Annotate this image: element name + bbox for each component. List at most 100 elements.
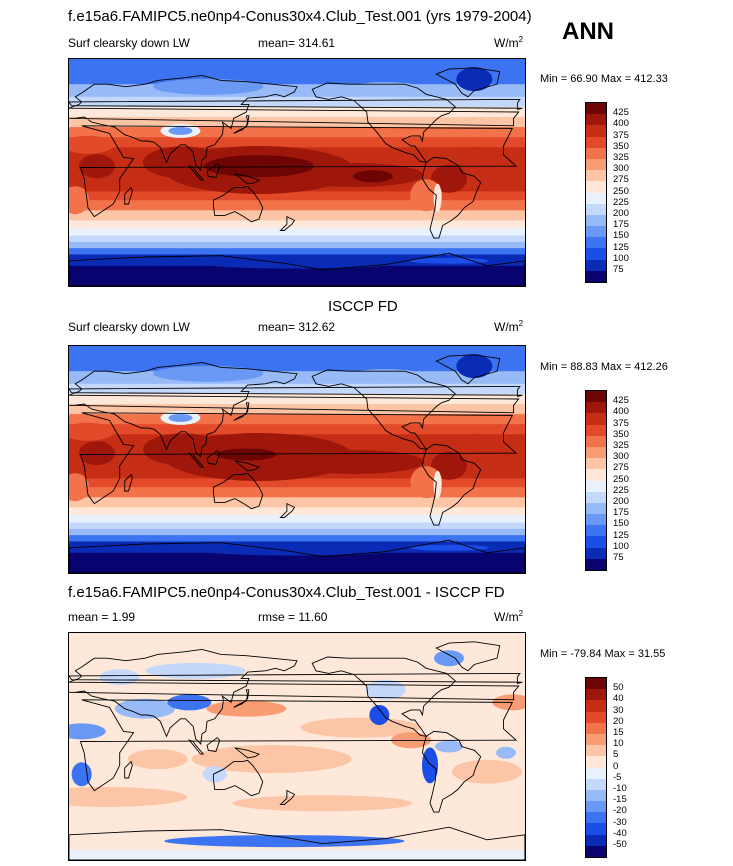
panel2-map [68, 345, 526, 574]
panel1-title: f.e15a6.FAMIPC5.ne0np4-Conus30x4.Club_Te… [68, 8, 532, 25]
colorbar-box [586, 733, 606, 746]
colorbar-tick-label: 40 [613, 693, 624, 705]
colorbar-tick-label: 275 [613, 462, 629, 474]
colorbar-box [586, 136, 606, 148]
colorbar-box [586, 778, 606, 790]
colorbar-tick-label: 125 [613, 529, 629, 541]
colorbar-tick-label: 100 [613, 540, 629, 552]
panel1-variable-label: Surf clearsky down LW [68, 36, 190, 50]
colorbar-tick-label: -5 [613, 771, 622, 783]
colorbar-box [586, 203, 606, 215]
colorbar-box [586, 259, 606, 271]
colorbar-tick-label: 10 [613, 738, 624, 750]
colorbar-tick-label: 175 [613, 507, 629, 519]
colorbar-tick-label: 400 [613, 118, 629, 130]
colorbar-tick-label: 75 [613, 552, 624, 563]
colorbar-tick-label: 350 [613, 140, 629, 152]
panel3-units: W/m2 [494, 609, 524, 625]
colorbar-tick-label: 325 [613, 152, 629, 163]
colorbar-tick-label: 250 [613, 185, 629, 197]
colorbar-tick-label: 100 [613, 252, 629, 264]
panel3-colorbar [585, 677, 607, 858]
colorbar-box [586, 514, 606, 526]
colorbar-box [586, 547, 606, 559]
colorbar-box [586, 480, 606, 492]
panel2-mean: mean= 312.62 [258, 320, 336, 334]
colorbar-tick-label: 375 [613, 129, 629, 141]
colorbar-tick-label: 150 [613, 230, 629, 242]
colorbar-tick-label: 400 [613, 406, 629, 418]
colorbar-box [586, 756, 606, 768]
colorbar-box [586, 558, 606, 570]
colorbar-tick-label: 325 [613, 440, 629, 451]
colorbar-box [586, 525, 606, 537]
colorbar-box [586, 237, 606, 249]
panel1-mean: mean= 314.61 [258, 36, 336, 50]
colorbar-box [586, 812, 606, 824]
colorbar-box [586, 192, 606, 204]
colorbar-box [586, 270, 606, 282]
colorbar-box [586, 391, 606, 403]
colorbar-box [586, 248, 606, 260]
colorbar-box [586, 181, 606, 193]
colorbar-tick-label: 375 [613, 417, 629, 429]
colorbar-box [586, 502, 606, 515]
panel3-mean: mean = 1.99 [68, 610, 136, 624]
colorbar-tick-label: 150 [613, 518, 629, 530]
colorbar-tick-label: 425 [613, 107, 629, 119]
colorbar-tick-label: 275 [613, 174, 629, 186]
colorbar-tick-label: -40 [613, 827, 627, 839]
colorbar-tick-label: 200 [613, 496, 629, 507]
season-label: ANN [562, 18, 614, 45]
colorbar-tick-label: 5 [613, 749, 619, 761]
colorbar-tick-label: 225 [613, 484, 629, 496]
colorbar-box [586, 446, 606, 459]
colorbar-box [586, 114, 606, 126]
panel3-title: f.e15a6.FAMIPC5.ne0np4-Conus30x4.Club_Te… [68, 584, 505, 601]
colorbar-tick-label: 75 [613, 264, 624, 275]
panel1-units: W/m2 [494, 35, 524, 51]
colorbar-tick-label: -10 [613, 783, 627, 794]
colorbar-box [586, 722, 606, 734]
colorbar-box [586, 689, 606, 701]
colorbar-box [586, 700, 606, 712]
colorbar-box [586, 767, 606, 779]
colorbar-tick-label: 200 [613, 208, 629, 219]
colorbar-box [586, 402, 606, 414]
colorbar-tick-label: 0 [613, 760, 619, 772]
colorbar-tick-label: 30 [613, 704, 624, 716]
panel3-minmax: Min = -79.84 Max = 31.55 [540, 648, 666, 660]
colorbar-tick-label: -50 [613, 839, 627, 850]
colorbar-tick-label: 175 [613, 219, 629, 231]
colorbar-tick-label: 225 [613, 196, 629, 208]
colorbar-box [586, 435, 606, 447]
colorbar-tick-label: -30 [613, 816, 627, 828]
colorbar-tick-label: 15 [613, 727, 624, 738]
colorbar-box [586, 845, 606, 857]
colorbar-box [586, 789, 606, 802]
colorbar-box [586, 834, 606, 846]
colorbar-box [586, 170, 606, 182]
colorbar-box [586, 823, 606, 835]
colorbar-tick-label: -20 [613, 805, 627, 817]
colorbar-box [586, 147, 606, 159]
colorbar-tick-label: -15 [613, 794, 627, 806]
colorbar-box [586, 458, 606, 470]
panel2-colorbar [585, 390, 607, 571]
panel2-minmax: Min = 88.83 Max = 412.26 [540, 361, 668, 373]
panel3-rmse: rmse = 11.60 [258, 610, 328, 624]
panel1-colorbar [585, 102, 607, 283]
colorbar-box [586, 678, 606, 690]
colorbar-tick-label: 425 [613, 395, 629, 407]
colorbar-box [586, 536, 606, 548]
colorbar-box [586, 745, 606, 757]
colorbar-box [586, 491, 606, 503]
colorbar-box [586, 424, 606, 436]
panel1-map [68, 58, 526, 287]
colorbar-box [586, 413, 606, 425]
panel1-minmax: Min = 66.90 Max = 412.33 [540, 73, 668, 85]
colorbar-tick-label: 300 [613, 451, 629, 463]
colorbar-tick-label: 20 [613, 715, 624, 727]
colorbar-tick-label: 50 [613, 682, 624, 694]
colorbar-tick-label: 300 [613, 163, 629, 175]
